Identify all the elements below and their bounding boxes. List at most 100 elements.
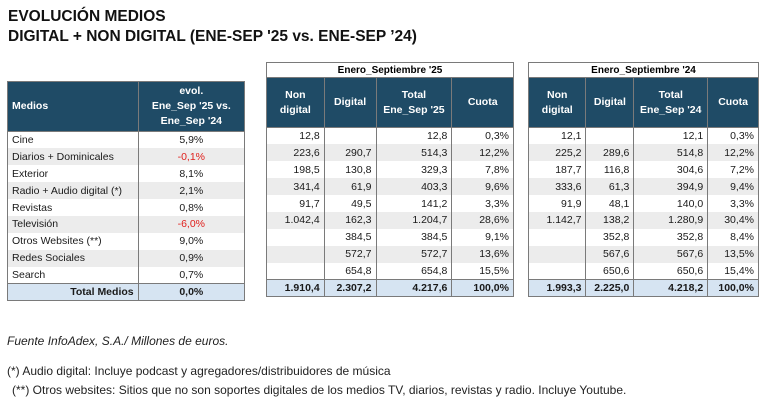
header-line: Ene_Sep '25 vs. [151, 100, 231, 112]
digital-value: 49,5 [323, 195, 377, 212]
super-header-row: Enero_Septiembre '24 [528, 62, 759, 78]
cuota-value: 3,3% [707, 195, 759, 212]
non-digital-value: 341,4 [266, 178, 325, 196]
digital-value: 162,3 [323, 211, 377, 229]
header-digital: Digital [323, 77, 377, 128]
cuota-value: 0,3% [451, 127, 514, 145]
table-row: 91,9 48,1 140,0 3,3% [527, 195, 759, 212]
medio-label: Otros Websites (**) [7, 232, 139, 250]
evol-value: 0,9% [137, 249, 246, 267]
table-row: Exterior 8,1% [7, 165, 246, 183]
digital-value: 572,7 [323, 245, 377, 263]
table-row: 91,7 49,5 141,2 3,3% [266, 195, 514, 212]
digital-value: 650,6 [585, 262, 635, 280]
digital-value: 352,8 [585, 228, 635, 246]
total-value: 514,8 [633, 144, 709, 162]
total-total: 4.217,6 [375, 279, 453, 297]
evol-value: 0,7% [137, 266, 246, 284]
table-row: 352,8 352,8 8,4% [527, 228, 759, 246]
total-digital: 2.225,0 [585, 279, 635, 297]
non-digital-value: 1.142,7 [527, 211, 587, 229]
header-line: Ene_Sep '24 [640, 103, 702, 116]
header-digital: Digital [585, 77, 635, 128]
header-line: Total [401, 88, 427, 101]
super-header-row: Enero_Septiembre '25 [266, 62, 514, 78]
total-cuota: 100,0% [451, 279, 514, 297]
table-row: 223,6 290,7 514,3 12,2% [266, 144, 514, 162]
footnote-audio-digital: (*) Audio digital: Incluye podcast y agr… [7, 364, 391, 378]
table-row: 341,4 61,9 403,3 9,6% [266, 178, 514, 196]
total-value: 12,1 [633, 127, 709, 145]
total-row: 1.993,3 2.225,0 4.218,2 100,0% [527, 279, 759, 297]
table-row: 567,6 567,6 13,5% [527, 245, 759, 263]
cuota-value: 0,3% [707, 127, 759, 145]
medio-label: Cine [7, 131, 139, 149]
evol-value: -6,0% [137, 215, 246, 233]
non-digital-value: 225,2 [527, 144, 587, 162]
non-digital-value: 198,5 [266, 161, 325, 179]
total-row: 1.910,4 2.307,2 4.217,6 100,0% [266, 279, 514, 297]
digital-value: 138,2 [585, 211, 635, 229]
non-digital-value: 12,8 [266, 127, 325, 145]
total-value: 140,0 [633, 195, 709, 212]
header-medios: Medios [7, 81, 139, 132]
title-line-1: EVOLUCIÓN MEDIOS [8, 8, 166, 25]
digital-value: 384,5 [323, 228, 377, 246]
digital-value: 654,8 [323, 262, 377, 280]
total-value: 403,3 [375, 178, 453, 196]
table-row: Search 0,7% [7, 266, 246, 284]
table-row: Redes Sociales 0,9% [7, 249, 246, 267]
digital-value: 61,3 [585, 178, 635, 196]
header-total: Total Ene_Sep '25 [375, 77, 453, 128]
digital-value: 130,8 [323, 161, 377, 179]
table-row: Otros Websites (**) 9,0% [7, 232, 246, 250]
table-row: Televisión -6,0% [7, 215, 246, 233]
evol-value: 9,0% [137, 232, 246, 250]
title-line-2: DIGITAL + NON DIGITAL (ENE-SEP '25 vs. E… [8, 28, 417, 45]
medio-label: Diarios + Dominicales [7, 148, 139, 166]
non-digital-value [527, 262, 587, 280]
medio-label: Redes Sociales [7, 249, 139, 267]
evol-value: 8,1% [137, 165, 246, 183]
cuota-value: 13,5% [707, 245, 759, 263]
table-row: 654,8 654,8 15,5% [266, 262, 514, 280]
total-value: 654,8 [375, 262, 453, 280]
medio-label: Revistas [7, 199, 139, 216]
digital-value [585, 127, 635, 145]
super-header: Enero_Septiembre '25 [266, 62, 514, 78]
cuota-value: 9,1% [451, 228, 514, 246]
medio-label: Televisión [7, 215, 139, 233]
header-non-digital: Non digital [266, 77, 325, 128]
evol-value: -0,1% [137, 148, 246, 166]
digital-value: 116,8 [585, 161, 635, 179]
table-row: Radio + Audio digital (*) 2,1% [7, 182, 246, 200]
non-digital-value [266, 245, 325, 263]
non-digital-value [527, 245, 587, 263]
total-evol: 0,0% [137, 283, 246, 301]
table-row: Revistas 0,8% [7, 199, 246, 216]
digital-value: 61,9 [323, 178, 377, 196]
non-digital-value: 12,1 [527, 127, 587, 145]
medio-label: Exterior [7, 165, 139, 183]
total-value: 352,8 [633, 228, 709, 246]
header-total: Total Ene_Sep '24 [633, 77, 709, 128]
cuota-value: 7,8% [451, 161, 514, 179]
table-row: 384,5 384,5 9,1% [266, 228, 514, 246]
cuota-value: 28,6% [451, 211, 514, 229]
footnote-otros-websites: (**) Otros websites: Sitios que no son s… [12, 383, 627, 397]
total-row: Total Medios 0,0% [7, 283, 246, 301]
table-row: 572,7 572,7 13,6% [266, 245, 514, 263]
header-evol: evol. Ene_Sep '25 vs. Ene_Sep '24 [137, 81, 246, 132]
header-line: digital [541, 103, 573, 116]
table-row: Diarios + Dominicales -0,1% [7, 148, 246, 166]
table-row: 12,8 12,8 0,3% [266, 127, 514, 145]
table-row: 198,5 130,8 329,3 7,8% [266, 161, 514, 179]
super-header: Enero_Septiembre '24 [528, 62, 759, 78]
medios-evolution-table: Medios evol. Ene_Sep '25 vs. Ene_Sep '24 Cin… [7, 81, 246, 301]
header-line: Ene_Sep '24 [160, 115, 223, 127]
evol-value: 5,9% [137, 131, 246, 149]
table-row: 650,6 650,6 15,4% [527, 262, 759, 280]
table-row: 333,6 61,3 394,9 9,4% [527, 178, 759, 196]
cuota-value: 7,2% [707, 161, 759, 179]
non-digital-value: 91,7 [266, 195, 325, 212]
